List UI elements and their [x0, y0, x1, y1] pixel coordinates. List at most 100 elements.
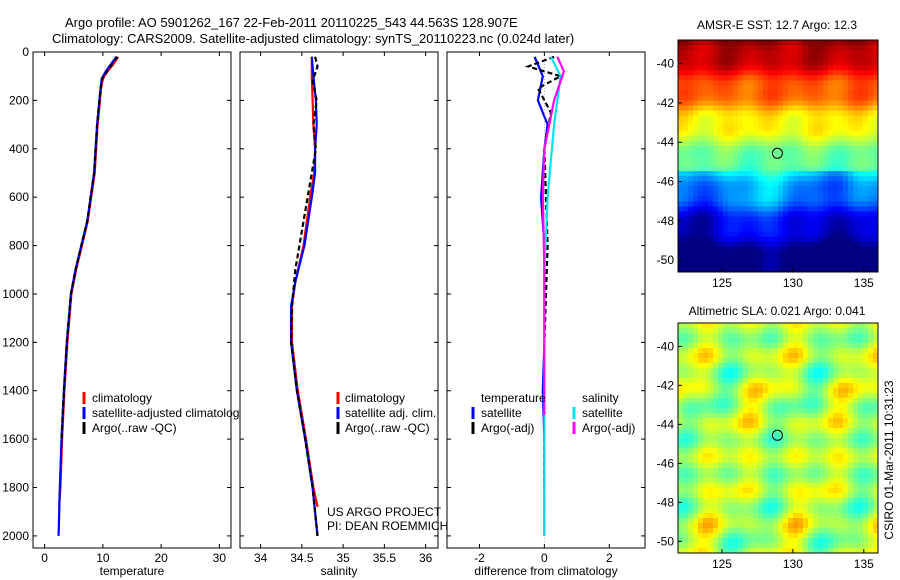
- heatmap-cell: [813, 403, 819, 409]
- heatmap-cell: [818, 503, 824, 509]
- heatmap-cell: [873, 503, 879, 509]
- heatmap-cell: [768, 231, 774, 238]
- heatmap-cell: [873, 100, 879, 106]
- heatmap-cell: [808, 150, 814, 157]
- heatmap-cell: [713, 458, 719, 464]
- project-annotation-line2: PI: DEAN ROEMMICH: [327, 519, 448, 533]
- heatmap-cell: [683, 383, 689, 389]
- heatmap-cell: [868, 55, 874, 61]
- heatmap-cell: [843, 358, 849, 364]
- heatmap-cell: [838, 161, 844, 167]
- heatmap-cell: [793, 231, 799, 238]
- heatmap-cell: [678, 373, 684, 379]
- heatmap-cell: [683, 418, 689, 424]
- heatmap-cell: [743, 378, 749, 384]
- heatmap-cell: [798, 171, 804, 177]
- heatmap-cell: [683, 196, 689, 202]
- heatmap-cell: [748, 140, 754, 147]
- difference-profile-panel: -2 0 2 difference from climatology tempera…: [446, 51, 646, 578]
- heatmap-cell: [728, 323, 734, 329]
- heatmap-cell: [748, 498, 754, 504]
- heatmap-cell: [728, 226, 734, 233]
- heatmap-cell: [703, 468, 709, 474]
- heatmap-cell: [858, 403, 864, 409]
- heatmap-cell: [738, 80, 744, 86]
- heatmap-cell: [733, 80, 739, 86]
- heatmap-cell: [768, 196, 774, 202]
- heatmap-cell: [788, 363, 794, 369]
- heatmap-cell: [693, 231, 699, 238]
- heatmap-cell: [748, 468, 754, 474]
- heatmap-cell: [783, 503, 789, 509]
- heatmap-cell: [723, 236, 729, 243]
- heatmap-cell: [678, 115, 684, 122]
- heatmap-cell: [793, 156, 799, 162]
- heatmap-cell: [713, 45, 719, 51]
- heatmap-cell: [828, 358, 834, 364]
- heatmap-cell: [693, 135, 699, 142]
- heatmap-cell: [783, 140, 789, 147]
- heatmap-cell: [758, 543, 764, 549]
- heatmap-cell: [758, 40, 764, 46]
- heatmap-cell: [838, 498, 844, 504]
- heatmap-cell: [808, 528, 814, 534]
- heatmap-cell: [723, 548, 729, 554]
- heatmap-cell: [868, 115, 874, 122]
- heatmap-cell: [848, 90, 854, 96]
- heatmap-cell: [733, 483, 739, 489]
- heatmap-cell: [698, 70, 704, 76]
- heatmap-cell: [833, 80, 839, 86]
- heatmap-cell: [783, 443, 789, 449]
- heatmap-cell: [708, 328, 714, 334]
- heatmap-cell: [708, 448, 714, 454]
- heatmap-cell: [758, 383, 764, 389]
- heatmap-cell: [788, 508, 794, 514]
- heatmap-cell: [728, 206, 734, 212]
- heatmap-cell: [838, 458, 844, 464]
- heatmap-cell: [698, 90, 704, 96]
- heatmap-cell: [848, 45, 854, 51]
- heatmap-cell: [778, 338, 784, 344]
- heatmap-cell: [853, 256, 859, 263]
- heatmap-cell: [858, 191, 864, 197]
- heatmap-cell: [723, 261, 729, 268]
- heatmap-cell: [738, 453, 744, 459]
- heatmap-cell: [693, 338, 699, 344]
- heatmap-cell: [693, 533, 699, 539]
- heatmap-cell: [788, 120, 794, 127]
- heatmap-cell: [758, 333, 764, 339]
- heatmap-cell: [793, 383, 799, 389]
- heatmap-cell: [773, 266, 779, 273]
- heatmap-cell: [683, 428, 689, 434]
- heatmap-cell: [783, 221, 789, 228]
- heatmap-cell: [678, 45, 684, 51]
- heatmap-cell: [848, 226, 854, 233]
- heatmap-cell: [788, 473, 794, 479]
- heatmap-cell: [808, 100, 814, 106]
- heatmap-cell: [838, 473, 844, 479]
- heatmap-cell: [858, 80, 864, 86]
- heatmap-cell: [743, 508, 749, 514]
- heatmap-cell: [728, 348, 734, 354]
- heatmap-cell: [833, 145, 839, 152]
- heatmap-cell: [873, 216, 879, 222]
- heatmap-cell: [763, 378, 769, 384]
- heatmap-cell: [873, 333, 879, 339]
- heatmap-cell: [858, 508, 864, 514]
- heatmap-cell: [708, 518, 714, 524]
- heatmap-cell: [758, 348, 764, 354]
- heatmap-cell: [703, 201, 709, 207]
- heatmap-cell: [798, 95, 804, 101]
- heatmap-cell: [718, 161, 724, 167]
- heatmap-cell: [728, 413, 734, 419]
- heatmap-cell: [808, 423, 814, 429]
- heatmap-cell: [753, 348, 759, 354]
- heatmap-cell: [758, 523, 764, 529]
- heatmap-cell: [818, 140, 824, 147]
- heatmap-cell: [683, 221, 689, 228]
- heatmap-cell: [778, 488, 784, 494]
- heatmap-cell: [733, 181, 739, 187]
- heatmap-cell: [698, 488, 704, 494]
- heatmap-cell: [738, 226, 744, 233]
- heatmap-cell: [758, 145, 764, 152]
